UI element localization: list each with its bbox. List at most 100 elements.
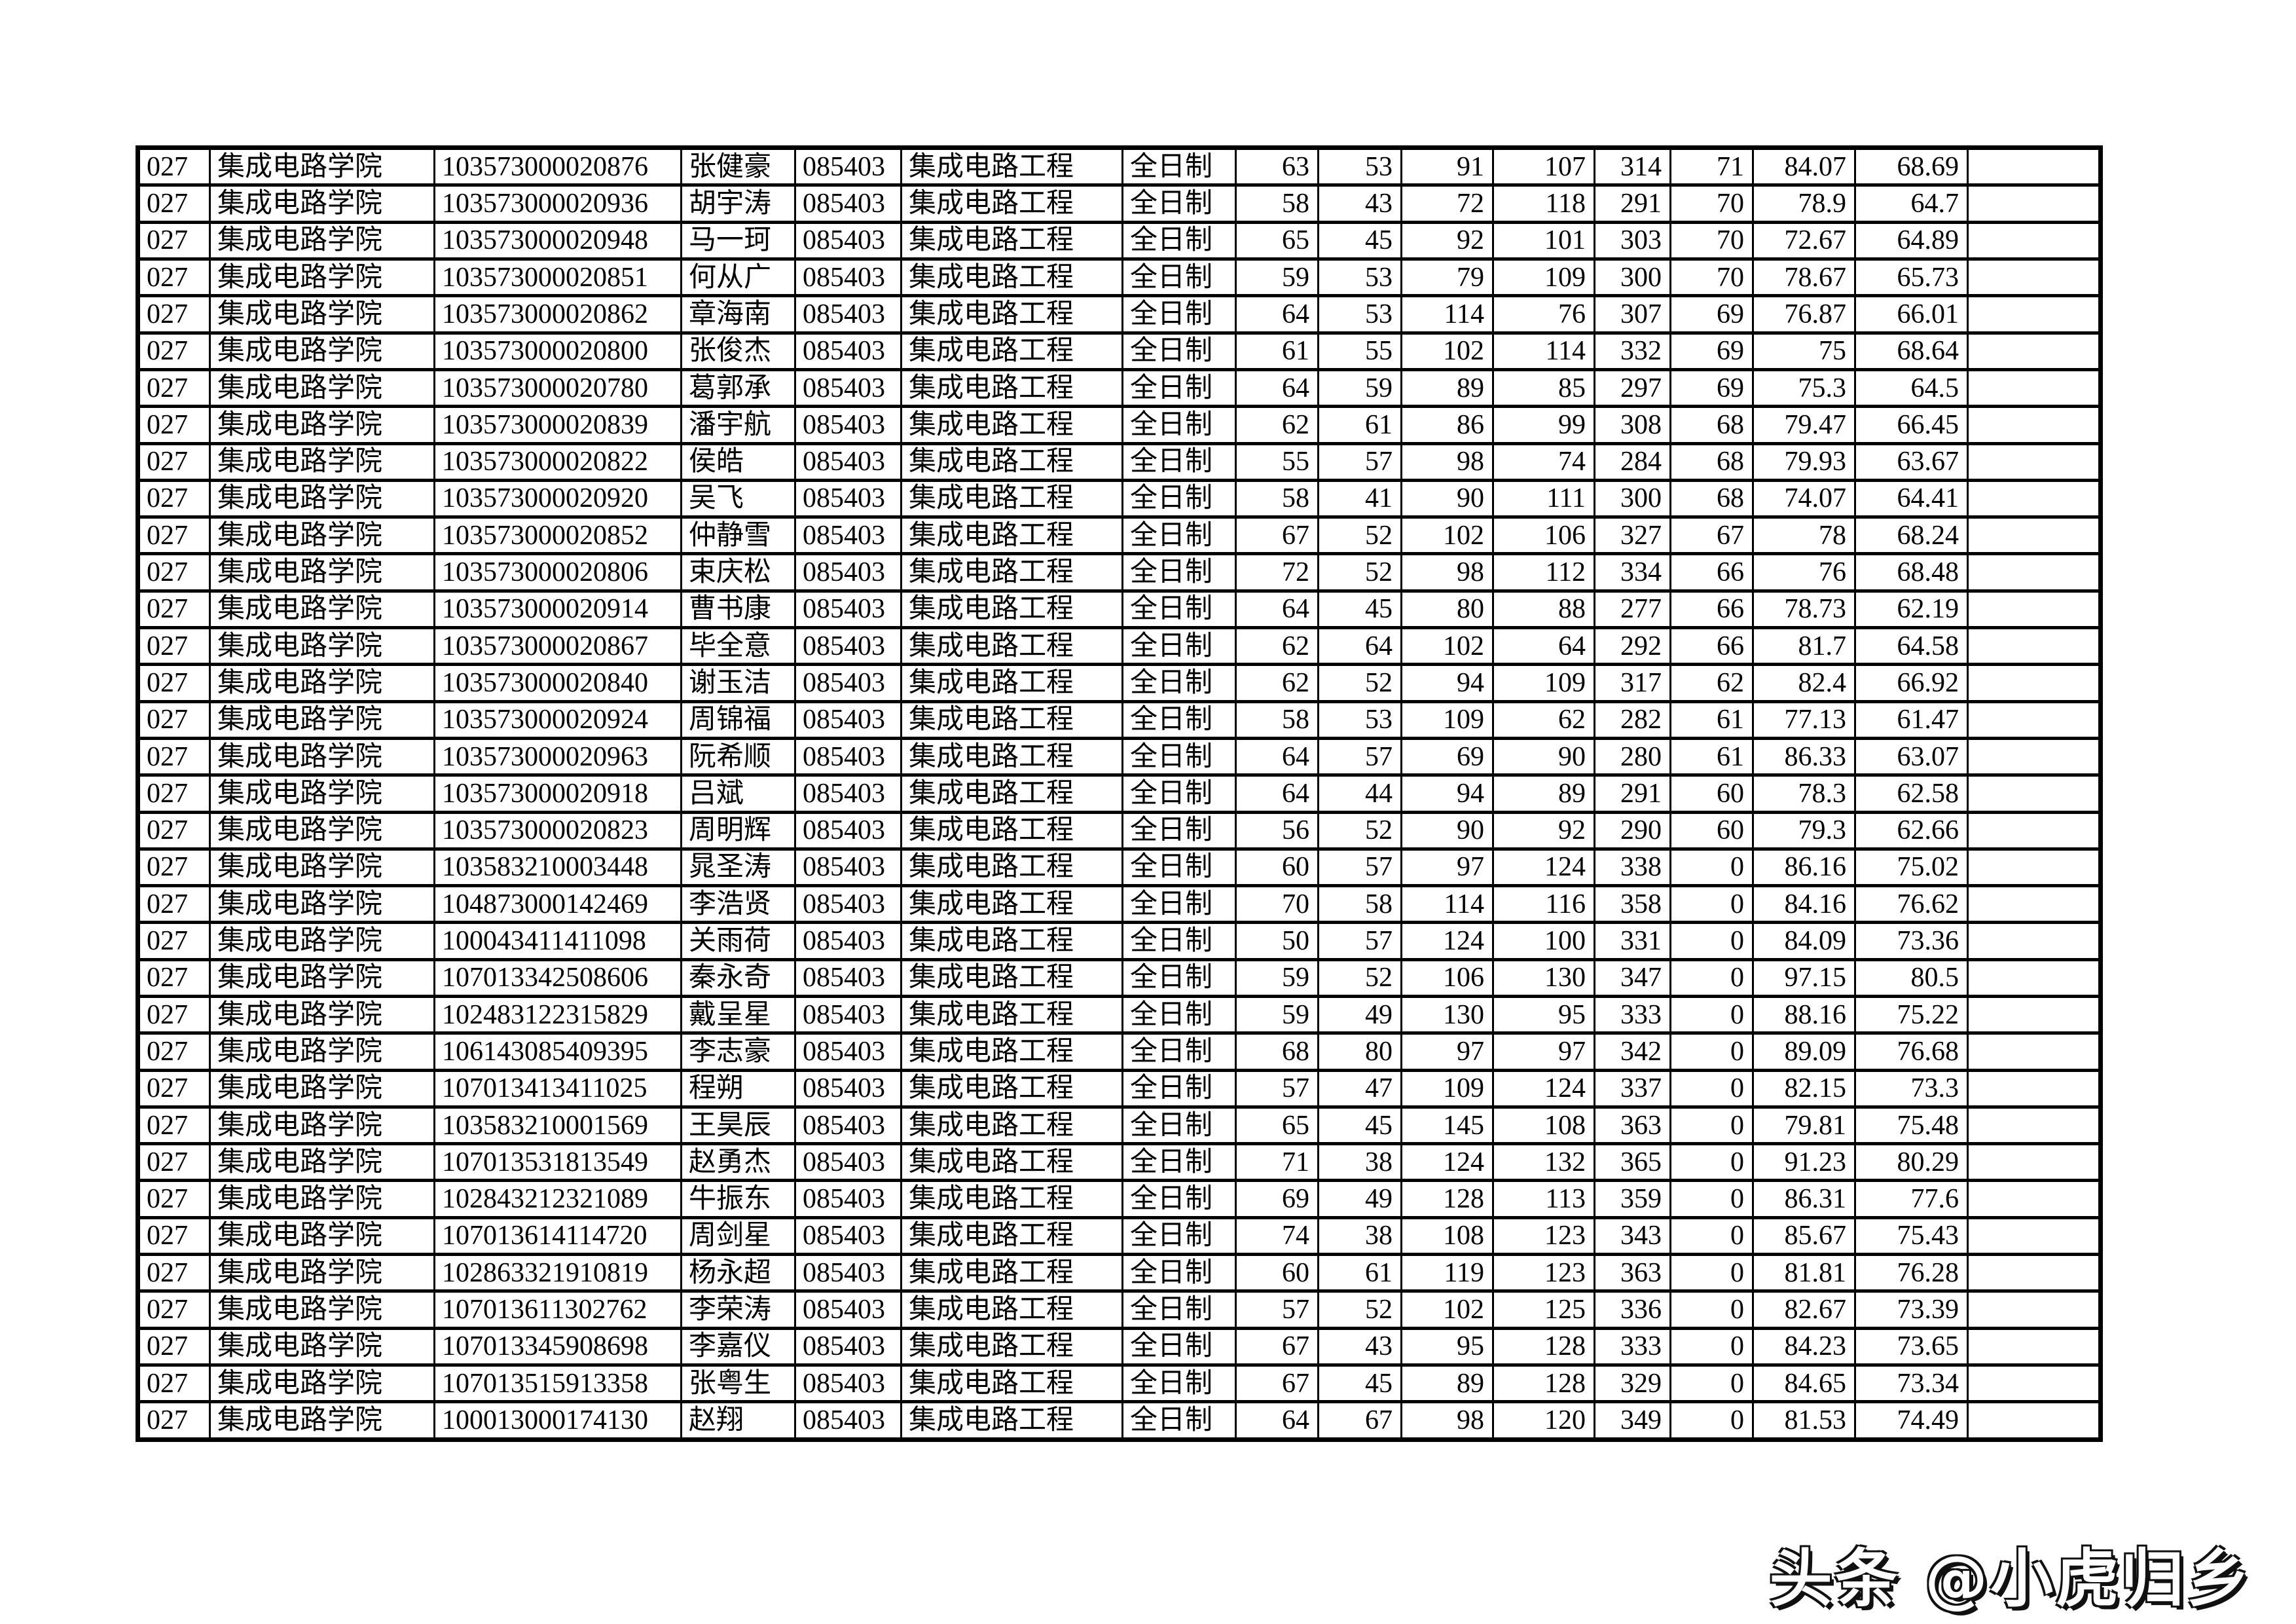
score-retest-cell: 78 <box>1752 515 1856 556</box>
score-retest-cell: 97.15 <box>1752 957 1856 998</box>
score-subject-1-cell: 61 <box>1235 331 1319 371</box>
table-row: 027 集成电路学院 104873000142469 李浩贤 085403 集成电路工程全… <box>137 884 2102 925</box>
dept-code-cell: 027 <box>137 145 211 187</box>
score-subject-2-cell: 52 <box>1317 515 1402 556</box>
score-composite-cell: 62.19 <box>1854 589 1969 630</box>
score-subject-1-cell: 56 <box>1235 810 1319 851</box>
score-composite-cell: 66.45 <box>1854 405 1969 445</box>
dept-code-cell: 027 <box>137 1400 211 1441</box>
student-name-cell: 赵翔 <box>680 1400 796 1441</box>
dept-code-cell: 027 <box>137 663 211 703</box>
major-name-cell: 集成电路工程 <box>900 405 1123 445</box>
admission-score-table: 027 集成电路学院 103573000020876 张健豪 085403 集成电路工程全… <box>136 145 2103 1442</box>
study-mode-cell: 全日制 <box>1121 626 1237 667</box>
score-retest-cell: 75.3 <box>1752 367 1856 409</box>
major-name-cell: 集成电路工程 <box>900 1068 1123 1109</box>
score-subject-4-cell: 64 <box>1492 626 1595 667</box>
blank-cell <box>1967 1105 2102 1146</box>
score-retest-cell: 78.67 <box>1752 257 1856 298</box>
blank-cell <box>1967 257 2102 298</box>
student-name-cell: 李志豪 <box>680 1031 796 1072</box>
score-composite-cell: 75.43 <box>1854 1215 1969 1257</box>
table-row: 027 集成电路学院 103573000020806 束庆松 085403 集成电路工程全… <box>137 552 2102 593</box>
college-name-cell: 集成电路学院 <box>209 183 435 224</box>
major-name-cell: 集成电路工程 <box>900 441 1123 482</box>
score-subject-2-cell: 45 <box>1317 589 1402 630</box>
score-total-cell: 291 <box>1594 773 1671 814</box>
score-composite-cell: 64.41 <box>1854 478 1969 519</box>
score-composite-cell: 62.66 <box>1854 810 1969 851</box>
candidate-number-cell: 102483122315829 <box>433 994 682 1035</box>
score-extra-cell: 69 <box>1669 367 1754 409</box>
score-extra-cell: 66 <box>1669 552 1754 593</box>
blank-cell <box>1967 663 2102 703</box>
score-subject-3-cell: 109 <box>1400 1068 1494 1109</box>
candidate-number-cell: 103573000020876 <box>433 145 682 187</box>
score-subject-3-cell: 95 <box>1400 1326 1494 1367</box>
dept-code-cell: 027 <box>137 626 211 667</box>
dept-code-cell: 027 <box>137 552 211 593</box>
major-code-cell: 085403 <box>794 1363 902 1404</box>
score-retest-cell: 79.47 <box>1752 405 1856 445</box>
score-total-cell: 327 <box>1594 515 1671 556</box>
study-mode-cell: 全日制 <box>1121 1179 1237 1219</box>
score-retest-cell: 78.73 <box>1752 589 1856 630</box>
score-extra-cell: 0 <box>1669 1142 1754 1183</box>
candidate-number-cell: 102843212321089 <box>433 1179 682 1219</box>
blank-cell <box>1967 884 2102 925</box>
score-subject-2-cell: 53 <box>1317 294 1402 335</box>
student-name-cell: 毕全意 <box>680 626 796 667</box>
college-name-cell: 集成电路学院 <box>209 515 435 556</box>
score-subject-4-cell: 99 <box>1492 405 1595 445</box>
score-subject-1-cell: 67 <box>1235 515 1319 556</box>
major-code-cell: 085403 <box>794 145 902 187</box>
score-total-cell: 290 <box>1594 810 1671 851</box>
watermark: 头条 @小虎归乡 <box>1769 1542 2252 1615</box>
dept-code-cell: 027 <box>137 736 211 777</box>
student-name-cell: 秦永奇 <box>680 957 796 998</box>
score-composite-cell: 73.39 <box>1854 1289 1969 1330</box>
score-extra-cell: 0 <box>1669 1326 1754 1367</box>
score-subject-1-cell: 70 <box>1235 884 1319 925</box>
score-retest-cell: 77.13 <box>1752 699 1856 740</box>
score-composite-cell: 73.36 <box>1854 921 1969 961</box>
major-name-cell: 集成电路工程 <box>900 921 1123 961</box>
major-code-cell: 085403 <box>794 773 902 814</box>
college-name-cell: 集成电路学院 <box>209 810 435 851</box>
score-composite-cell: 63.67 <box>1854 441 1969 482</box>
score-total-cell: 365 <box>1594 1142 1671 1183</box>
college-name-cell: 集成电路学院 <box>209 663 435 703</box>
study-mode-cell: 全日制 <box>1121 367 1237 409</box>
score-subject-2-cell: 52 <box>1317 552 1402 593</box>
score-retest-cell: 84.65 <box>1752 1363 1856 1404</box>
major-code-cell: 085403 <box>794 1031 902 1072</box>
dept-code-cell: 027 <box>137 921 211 961</box>
major-name-cell: 集成电路工程 <box>900 699 1123 740</box>
major-code-cell: 085403 <box>794 1326 902 1367</box>
dept-code-cell: 027 <box>137 847 211 888</box>
score-total-cell: 347 <box>1594 957 1671 998</box>
blank-cell <box>1967 478 2102 519</box>
college-name-cell: 集成电路学院 <box>209 699 435 740</box>
college-name-cell: 集成电路学院 <box>209 773 435 814</box>
score-composite-cell: 68.64 <box>1854 331 1969 371</box>
score-composite-cell: 74.49 <box>1854 1400 1969 1441</box>
study-mode-cell: 全日制 <box>1121 1400 1237 1441</box>
score-extra-cell: 0 <box>1669 994 1754 1035</box>
score-subject-2-cell: 45 <box>1317 220 1402 261</box>
score-subject-3-cell: 86 <box>1400 405 1494 445</box>
blank-cell <box>1967 367 2102 409</box>
score-total-cell: 334 <box>1594 552 1671 593</box>
score-subject-3-cell: 102 <box>1400 1289 1494 1330</box>
score-subject-3-cell: 130 <box>1400 994 1494 1035</box>
score-subject-3-cell: 89 <box>1400 367 1494 409</box>
candidate-number-cell: 103573000020963 <box>433 736 682 777</box>
blank-cell <box>1967 1326 2102 1367</box>
score-subject-4-cell: 97 <box>1492 1031 1595 1072</box>
major-name-cell: 集成电路工程 <box>900 1215 1123 1257</box>
major-name-cell: 集成电路工程 <box>900 994 1123 1035</box>
candidate-number-cell: 103573000020822 <box>433 441 682 482</box>
table-row: 027 集成电路学院 102483122315829 戴呈星 085403 集成电路工程全… <box>137 994 2102 1035</box>
score-subject-2-cell: 58 <box>1317 884 1402 925</box>
